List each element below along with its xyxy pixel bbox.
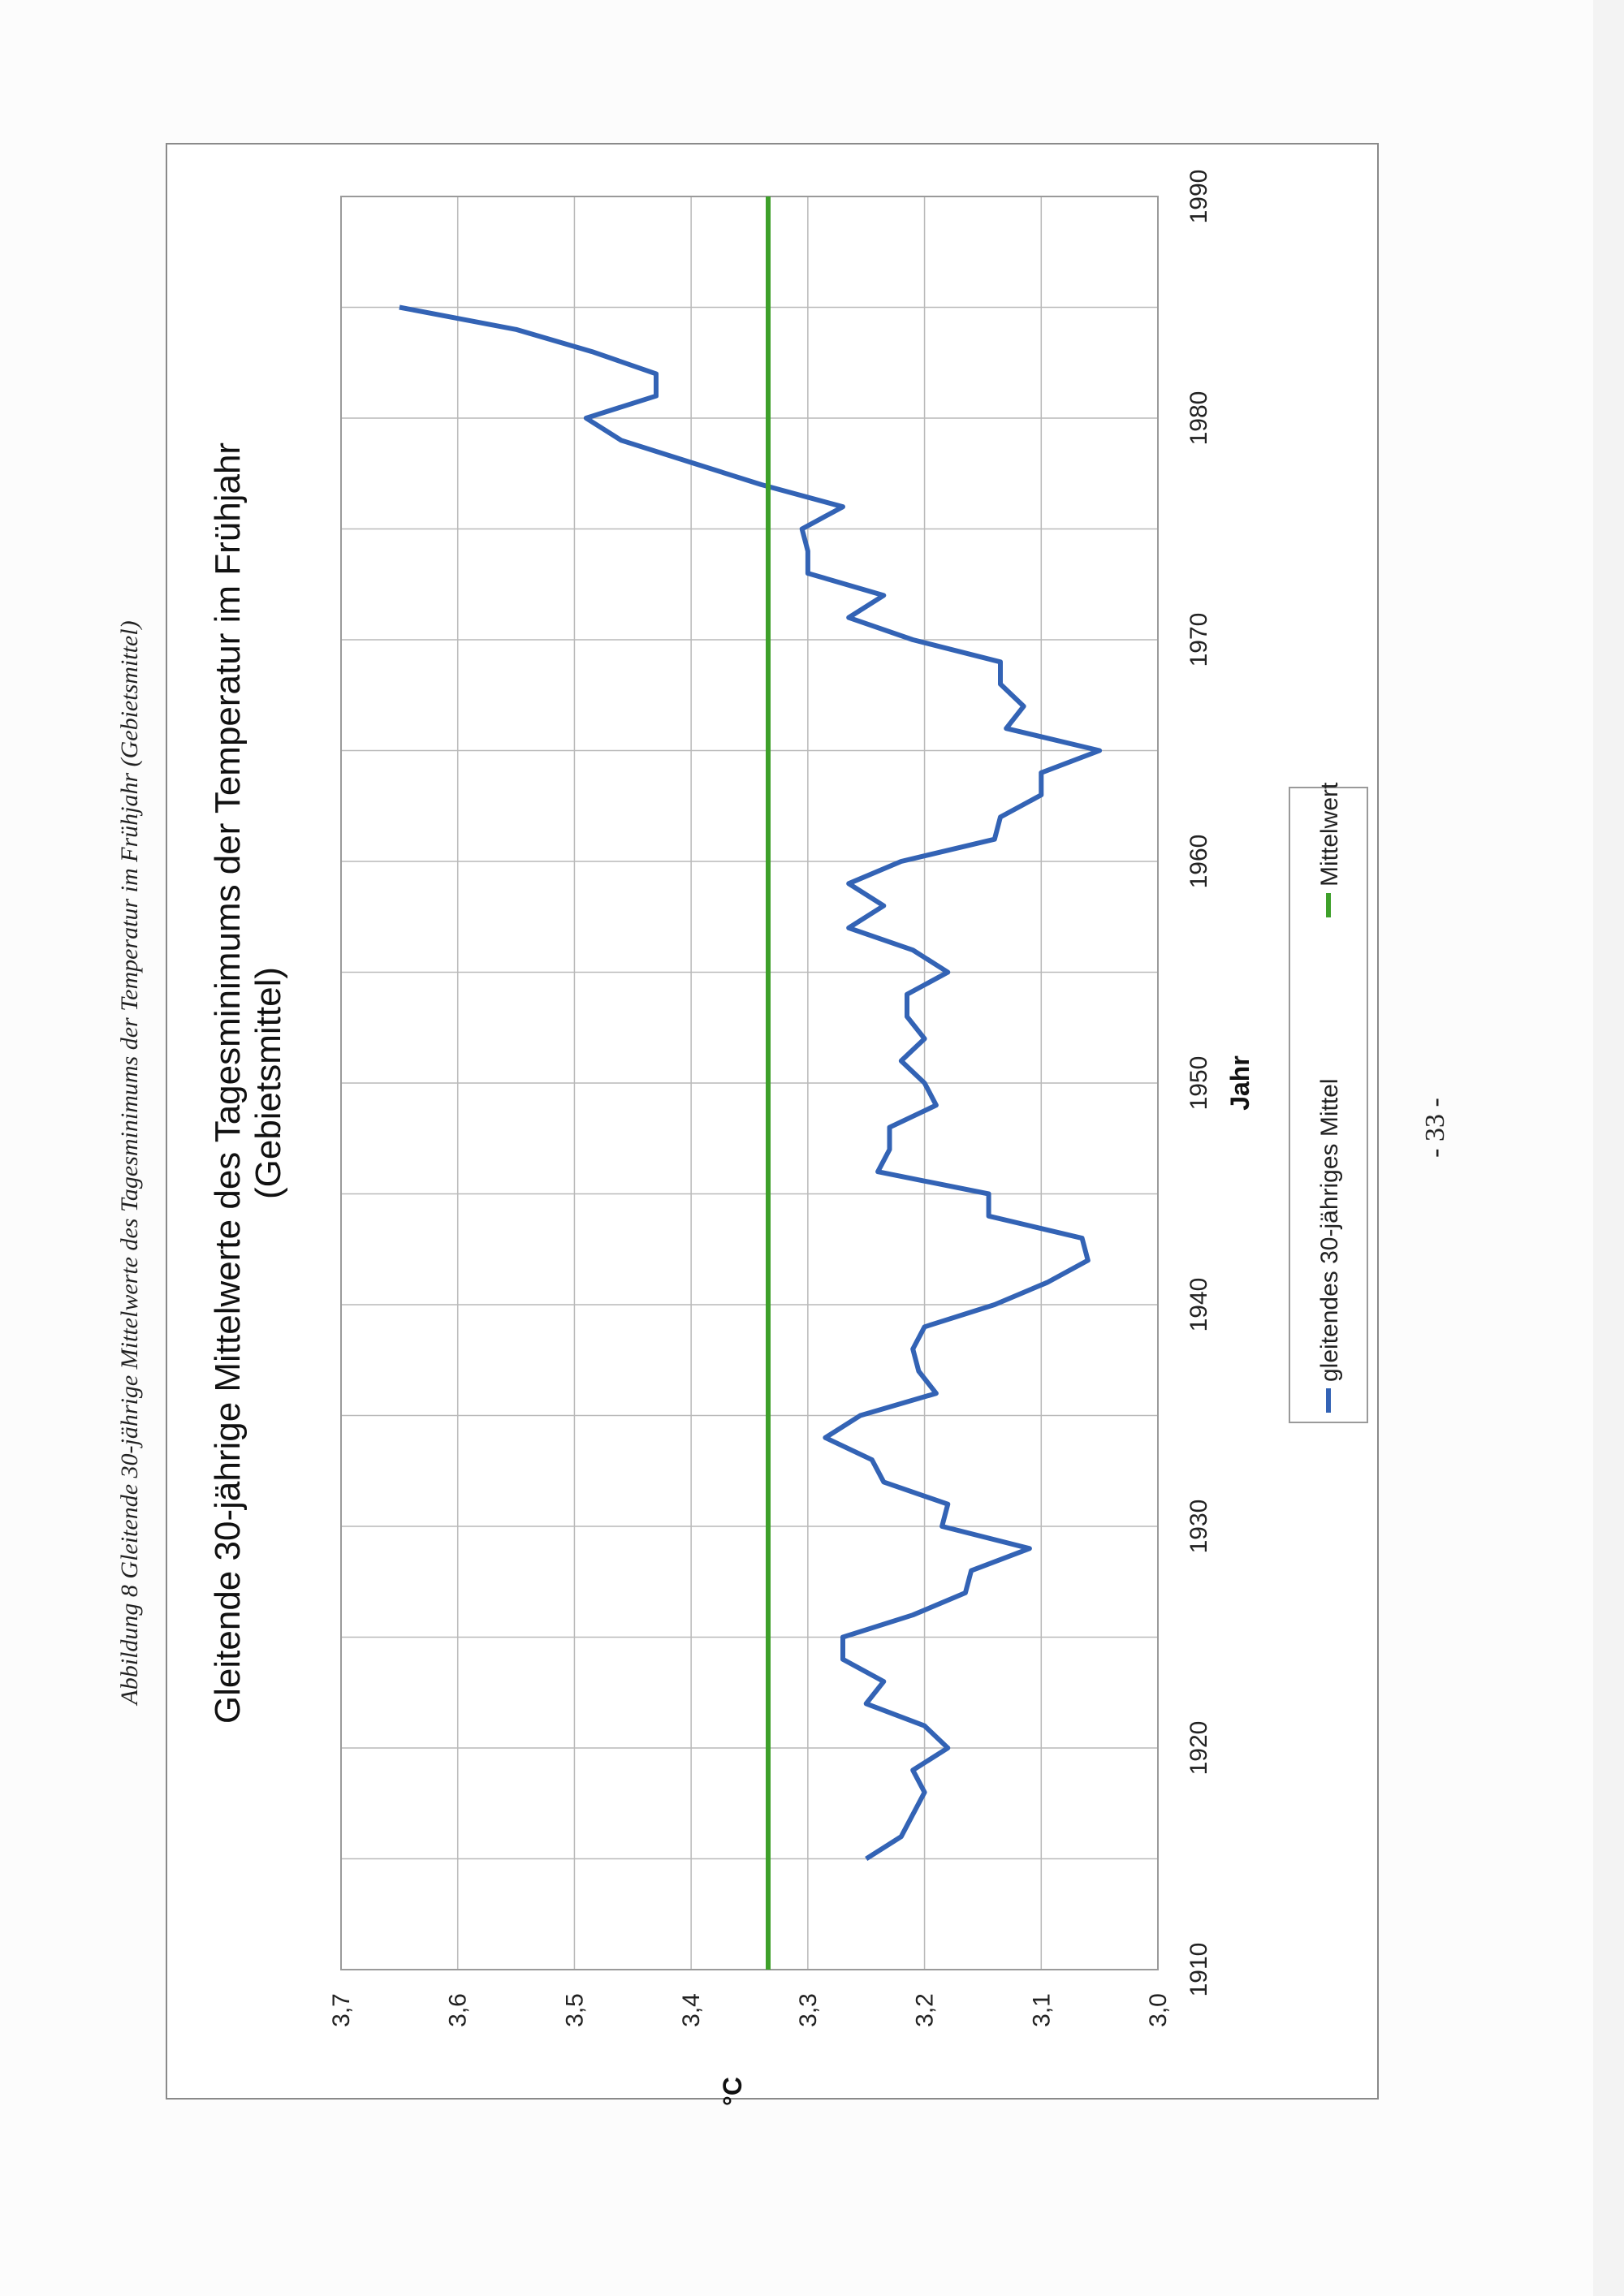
legend-label-moving-mean: gleitendes 30-jähriges Mittel [1316,1078,1343,1382]
series-line-moving-mean [399,304,1103,1862]
y-tick-label: 3,1 [1028,1993,1055,2027]
chart-subtitle: (Gebietsmittel) [248,967,288,1199]
x-tick-label: 1940 [1186,1278,1212,1332]
series-lines [399,196,1103,1970]
chart-area [166,143,1379,2100]
x-tick-label: 1990 [1186,170,1212,224]
x-axis-label: Jahr [1225,1055,1255,1111]
legend: gleitendes 30-jähriges Mittel Mittelwert [1289,782,1368,1423]
y-tick-label: 3,0 [1145,1993,1172,2027]
tick-labels: 3,0 3,1 3,2 3,3 3,4 3,5 3,6 3,7 1910 1920 1930 1940… [328,170,1212,2027]
plot-border [340,196,1159,1970]
y-tick-label: 3,7 [328,1993,355,2027]
x-tick-label: 1910 [1186,1943,1212,1997]
plot-frame [340,196,1159,1970]
legend-label-mean: Mittelwert [1316,782,1343,887]
x-tick-label: 1970 [1186,613,1212,667]
y-tick-label: 3,2 [912,1993,939,2027]
y-tick-label: 3,6 [445,1993,472,2027]
y-tick-label: 3,3 [795,1993,822,2027]
x-tick-label: 1920 [1186,1721,1212,1776]
x-tick-label: 1930 [1186,1500,1212,1554]
y-tick-label: 3,5 [561,1993,588,2027]
y-tick-label: 3,4 [678,1993,705,2027]
gridlines [340,196,1159,1970]
y-axis-label: °C [718,2077,747,2106]
x-tick-label: 1950 [1186,1056,1212,1111]
x-tick-label: 1960 [1186,835,1212,889]
chart-title: Gleitende 30-jährige Mittelwerte des Tag… [208,442,248,1724]
page-number: - 33 - [1420,1098,1450,1158]
x-tick-label: 1980 [1186,391,1212,446]
chart-labels: Gleitende 30-jährige Mittelwerte des Tag… [208,442,1255,2106]
